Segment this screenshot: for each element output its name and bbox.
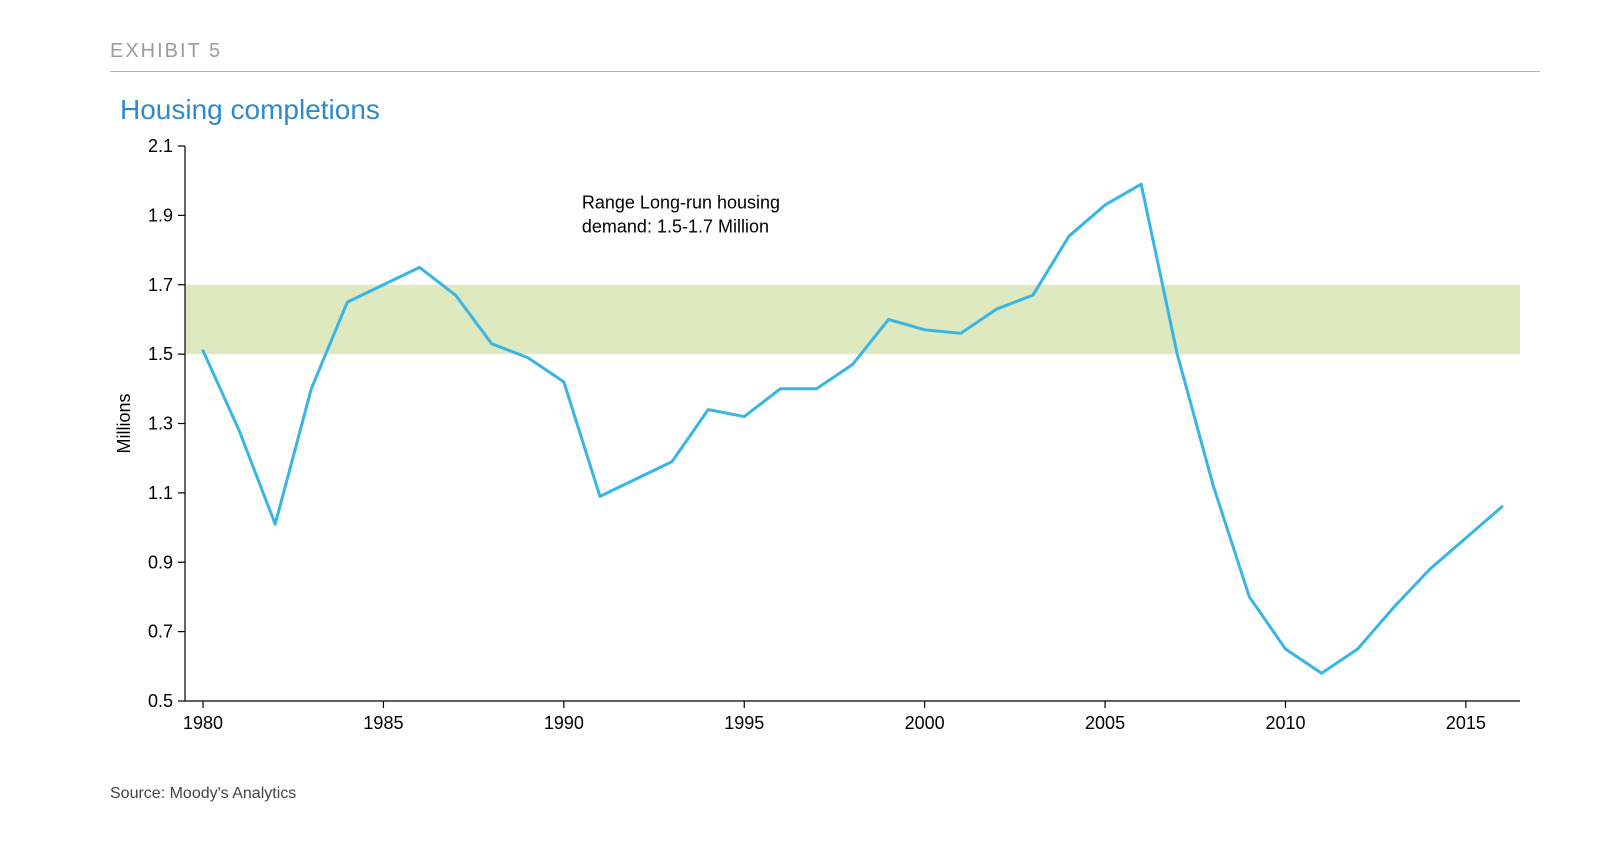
y-tick-label: 1.1 bbox=[148, 483, 173, 503]
demand-band bbox=[185, 285, 1520, 354]
completions-line bbox=[203, 184, 1502, 673]
x-tick-label: 2010 bbox=[1265, 713, 1305, 733]
x-tick-label: 1990 bbox=[544, 713, 584, 733]
exhibit-label: EXHIBIT 5 bbox=[110, 40, 1540, 63]
x-tick-label: 2015 bbox=[1446, 713, 1486, 733]
y-tick-label: 2.1 bbox=[148, 136, 173, 156]
x-tick-label: 1980 bbox=[183, 713, 223, 733]
y-tick-label: 1.9 bbox=[148, 205, 173, 225]
y-tick-label: 0.7 bbox=[148, 622, 173, 642]
y-axis-label: Millions bbox=[114, 393, 134, 453]
y-tick-label: 0.9 bbox=[148, 552, 173, 572]
chart-title: Housing completions bbox=[120, 94, 1540, 126]
y-tick-label: 1.5 bbox=[148, 344, 173, 364]
x-tick-label: 2000 bbox=[905, 713, 945, 733]
header-rule bbox=[110, 71, 1540, 72]
line-chart: 0.5 0.7 0.9 1.1 1.3 1.5 1.7 1.9 2.1 1980 1985 1990 1… bbox=[110, 136, 1540, 756]
band-annotation-line2: demand: 1.5-1.7 Million bbox=[582, 216, 769, 236]
band-annotation-line1: Range Long-run housing bbox=[582, 192, 780, 212]
source-note: Source: Moody's Analytics bbox=[110, 785, 1540, 803]
x-tick-label: 1995 bbox=[724, 713, 764, 733]
y-tick-label: 1.7 bbox=[148, 275, 173, 295]
y-tick-label: 1.3 bbox=[148, 414, 173, 434]
x-tick-label: 2005 bbox=[1085, 713, 1125, 733]
y-tick-label: 0.5 bbox=[148, 691, 173, 711]
x-tick-label: 1985 bbox=[363, 713, 403, 733]
page-root: EXHIBIT 5 Housing completions 0.5 0.7 0.9 1… bbox=[0, 0, 1600, 861]
chart-container: 0.5 0.7 0.9 1.1 1.3 1.5 1.7 1.9 2.1 1980 1985 1990 1… bbox=[110, 136, 1540, 761]
